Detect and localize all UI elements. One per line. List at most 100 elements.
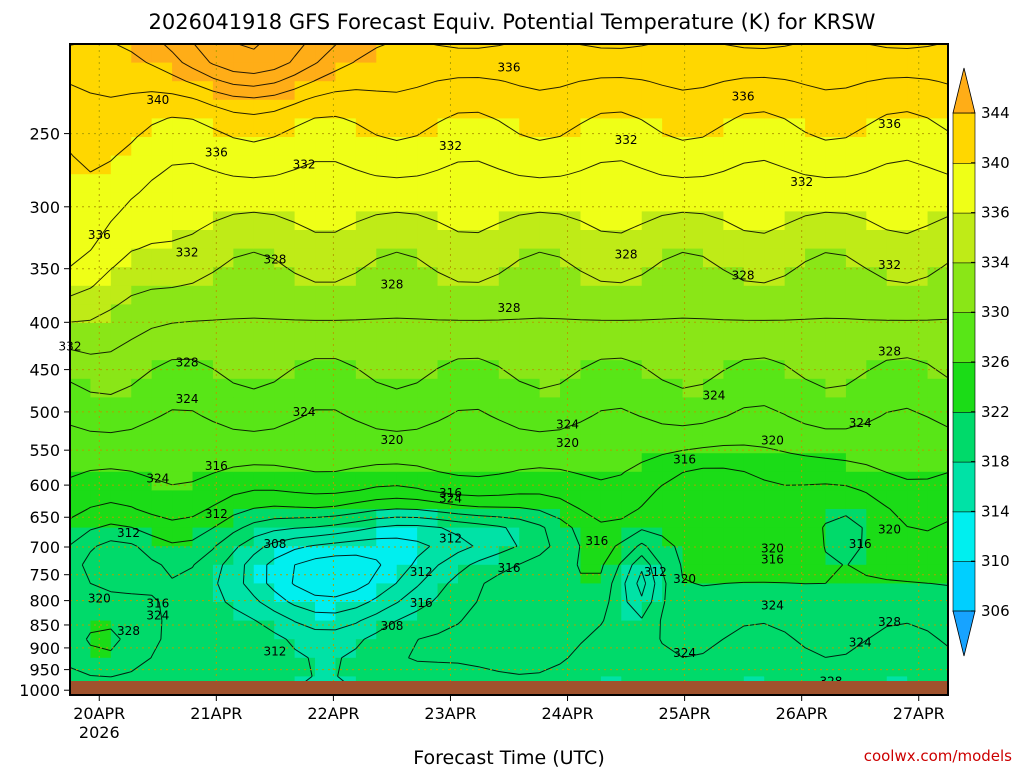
heatmap-cell — [498, 323, 520, 343]
heatmap-cell — [580, 527, 602, 547]
heatmap-cell — [764, 453, 786, 473]
heatmap-cell — [192, 602, 214, 622]
heatmap-cell — [192, 546, 214, 566]
heatmap-cell — [784, 546, 806, 566]
heatmap-cell — [662, 527, 684, 547]
heatmap-cell — [355, 323, 377, 343]
heatmap-cell — [662, 137, 684, 157]
heatmap-cell — [90, 44, 112, 64]
heatmap-cell — [805, 509, 827, 529]
heatmap-cell — [376, 285, 398, 305]
heatmap-cell — [70, 453, 92, 473]
heatmap-cell — [723, 546, 745, 566]
heatmap-cell — [90, 639, 112, 659]
heatmap-cell — [600, 137, 622, 157]
heatmap-cell — [131, 639, 153, 659]
heatmap-cell — [927, 564, 948, 584]
heatmap-cell — [417, 564, 439, 584]
heatmap-cell — [702, 155, 724, 175]
heatmap-cell — [702, 378, 724, 398]
heatmap-cell — [151, 192, 173, 212]
heatmap-cell — [866, 323, 888, 343]
heatmap-cell — [723, 602, 745, 622]
heatmap-cell — [723, 211, 745, 231]
heatmap-cell — [784, 416, 806, 436]
heatmap-cell — [212, 230, 234, 250]
heatmap-cell — [560, 323, 582, 343]
heatmap-cell — [845, 490, 867, 510]
heatmap-cell — [560, 378, 582, 398]
heatmap-cell — [110, 44, 132, 64]
heatmap-cell — [212, 546, 234, 566]
contour-label: 328 — [176, 355, 199, 369]
heatmap-cell — [886, 81, 908, 101]
heatmap-cell — [417, 527, 439, 547]
heatmap-cell — [131, 546, 153, 566]
heatmap-cell — [315, 230, 337, 250]
heatmap-cell — [907, 434, 929, 454]
heatmap-cell — [70, 471, 92, 491]
heatmap-cell — [355, 341, 377, 361]
heatmap-cell — [90, 192, 112, 212]
contour-label: 324 — [556, 418, 579, 432]
heatmap-cell — [396, 602, 418, 622]
heatmap-cell — [294, 230, 316, 250]
heatmap-cell — [682, 44, 704, 64]
heatmap-cell — [396, 341, 418, 361]
heatmap-cell — [621, 174, 643, 194]
heatmap-cell — [294, 81, 316, 101]
heatmap-cell — [212, 471, 234, 491]
heatmap-cell — [294, 211, 316, 231]
heatmap-cell — [886, 248, 908, 268]
heatmap-cell — [560, 453, 582, 473]
heatmap-cell — [784, 639, 806, 659]
heatmap-cell — [621, 62, 643, 82]
heatmap-cell — [355, 230, 377, 250]
heatmap-cell — [519, 44, 541, 64]
heatmap-cell — [825, 174, 847, 194]
heatmap-cell — [90, 174, 112, 194]
heatmap-cell — [253, 192, 275, 212]
heatmap-cell — [355, 192, 377, 212]
heatmap-cell — [723, 509, 745, 529]
heatmap-cell — [519, 546, 541, 566]
heatmap-cell — [90, 285, 112, 305]
heatmap-cell — [866, 192, 888, 212]
heatmap-cell — [927, 434, 948, 454]
heatmap-cell — [621, 453, 643, 473]
heatmap-cell — [70, 341, 92, 361]
heatmap-cell — [396, 137, 418, 157]
heatmap-cell — [90, 657, 112, 677]
heatmap-cell — [784, 397, 806, 417]
heatmap-cell — [682, 657, 704, 677]
heatmap-cell — [723, 360, 745, 380]
heatmap-cell — [764, 118, 786, 138]
heatmap-cell — [580, 192, 602, 212]
heatmap-cell — [498, 602, 520, 622]
heatmap-cell — [233, 360, 255, 380]
heatmap-cell — [437, 304, 459, 324]
heatmap-cell — [723, 323, 745, 343]
heatmap-cell — [764, 174, 786, 194]
heatmap-cell — [376, 657, 398, 677]
heatmap-cell — [886, 527, 908, 547]
y-tick-label: 750 — [29, 566, 60, 585]
heatmap-cell — [866, 657, 888, 677]
heatmap-cell — [396, 174, 418, 194]
heatmap-cell — [723, 118, 745, 138]
heatmap-cell — [335, 285, 357, 305]
contour-label: 332 — [615, 133, 638, 147]
heatmap-cell — [784, 509, 806, 529]
heatmap-cell — [396, 267, 418, 287]
heatmap-cell — [723, 657, 745, 677]
heatmap-cell — [825, 81, 847, 101]
heatmap-cell — [682, 118, 704, 138]
heatmap-cell — [825, 490, 847, 510]
heatmap-cell — [396, 546, 418, 566]
heatmap-cell — [192, 62, 214, 82]
colorbar-segment — [952, 112, 976, 164]
heatmap-cell — [478, 211, 500, 231]
heatmap-cell — [764, 341, 786, 361]
heatmap-cell — [192, 639, 214, 659]
heatmap-cell — [376, 397, 398, 417]
